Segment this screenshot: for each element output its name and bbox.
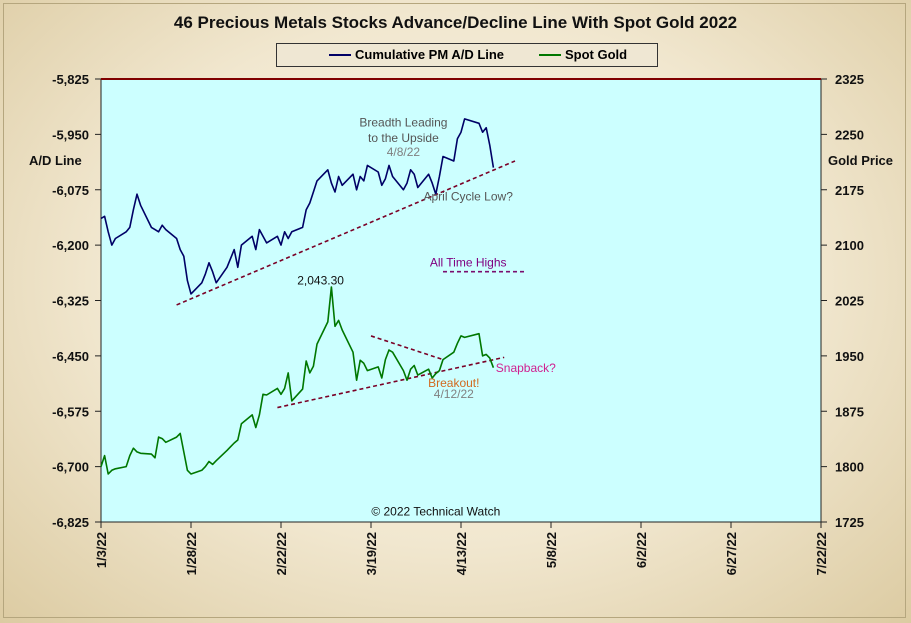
left-tick-label: -6,450	[52, 349, 89, 364]
left-tick-label: -5,950	[52, 127, 89, 142]
left-tick-label: -6,700	[52, 460, 89, 475]
right-tick-label: 1725	[835, 515, 864, 530]
legend-item-gold: Spot Gold	[539, 47, 627, 62]
annotation-label: Breakout!	[428, 376, 479, 390]
legend-label-gold: Spot Gold	[565, 47, 628, 62]
legend-label-ad-line: Cumulative PM A/D Line	[355, 47, 505, 62]
annotation-label: April Cycle Low?	[424, 189, 514, 203]
legend-item-ad-line: Cumulative PM A/D Line	[329, 47, 504, 62]
chart-title: 46 Precious Metals Stocks Advance/Declin…	[173, 13, 738, 32]
x-tick-label: 6/2/22	[634, 532, 649, 568]
legend-swatch-ad-line	[329, 53, 351, 56]
annotation-label: All Time Highs	[430, 256, 507, 270]
x-tick-label: 5/8/22	[544, 532, 559, 568]
right-tick-label: 1875	[835, 404, 864, 419]
right-tick-label: 2325	[835, 72, 864, 87]
legend-swatch-gold	[539, 53, 561, 56]
right-tick-label: 1950	[835, 349, 864, 364]
right-tick-label: 2250	[835, 127, 864, 142]
annotation-label: 4/12/22	[434, 387, 474, 401]
left-tick-label: -5,825	[52, 72, 89, 87]
trendline	[370, 335, 444, 361]
x-tick-label: 1/28/22	[184, 532, 199, 575]
right-axis-title: Gold Price	[828, 153, 894, 168]
x-tick-label: 6/27/22	[724, 532, 739, 575]
annotation-label: © 2022 Technical Watch	[371, 504, 500, 518]
chart-border	[3, 3, 906, 618]
annotation-label: to the Upside	[368, 131, 439, 145]
annotation-label: Snapback?	[496, 361, 556, 375]
x-tick-label: 7/22/22	[814, 532, 829, 575]
legend: Cumulative PM A/D Line Spot Gold	[276, 43, 658, 67]
annotation-label: 2,043.30	[297, 273, 344, 287]
trendline	[176, 160, 516, 306]
left-axis-title: A/D Line	[29, 153, 82, 168]
gold-series	[100, 286, 495, 475]
x-tick-label: 3/19/22	[364, 532, 379, 575]
left-tick-label: -6,325	[52, 294, 89, 309]
ad-line-series	[100, 118, 495, 295]
annotation-label: Breadth Leading	[359, 115, 447, 129]
right-tick-label: 1800	[835, 460, 864, 475]
right-tick-label: 2100	[835, 238, 864, 253]
right-tick-label: 2175	[835, 183, 864, 198]
plot-area	[100, 78, 822, 523]
annotation-label: 4/8/22	[387, 145, 421, 159]
left-tick-label: -6,075	[52, 183, 89, 198]
left-tick-label: -6,200	[52, 238, 89, 253]
x-tick-label: 1/3/22	[94, 532, 109, 568]
left-tick-label: -6,575	[52, 404, 89, 419]
right-tick-label: 2025	[835, 294, 864, 309]
trendline	[277, 356, 505, 409]
left-tick-label: -6,825	[52, 515, 89, 530]
x-tick-label: 2/22/22	[274, 532, 289, 575]
x-tick-label: 4/13/22	[454, 532, 469, 575]
